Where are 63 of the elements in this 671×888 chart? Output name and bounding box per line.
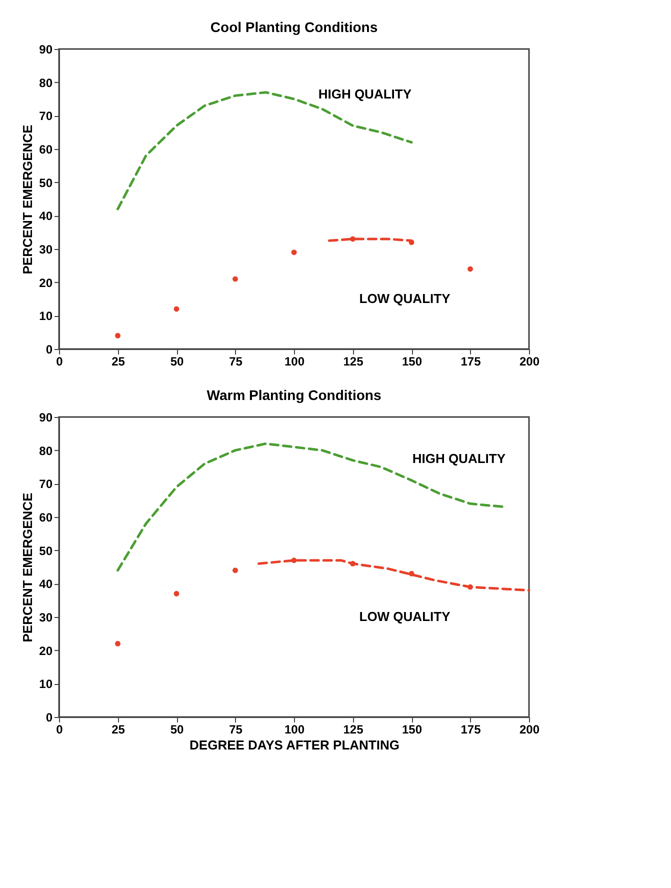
y-tick-label: 60	[39, 142, 53, 156]
y-tick-label: 90	[39, 410, 53, 424]
y-tick-label: 10	[39, 677, 53, 692]
point	[174, 306, 180, 312]
x-tick-label: 150	[402, 354, 422, 368]
x-tick-label: 175	[460, 354, 482, 368]
y-tick-label: 80	[39, 76, 53, 90]
point	[468, 266, 473, 272]
x-tick-label: 100	[284, 722, 305, 736]
y-tick-label: 30	[39, 610, 53, 624]
point	[291, 250, 297, 256]
point	[232, 276, 238, 282]
y-axis-title: PERCENT EMERGENCE	[20, 492, 36, 642]
point	[291, 558, 297, 564]
y-axis-title: PERCENT EMERGENCE	[20, 124, 36, 274]
x-tick-label: 0	[56, 354, 64, 368]
y-tick-label: 60	[39, 510, 53, 524]
y-tick-label: 90	[39, 42, 53, 56]
text: LOW QUALITY	[359, 609, 451, 624]
x-axis-title: DEGREE DAYS AFTER PLANTING	[190, 738, 400, 752]
y-tick-label: 70	[39, 109, 53, 124]
x-tick-label: 100	[284, 354, 305, 368]
x-tick-label: 150	[402, 722, 422, 736]
x-tick-label: 75	[229, 354, 243, 368]
point	[174, 590, 180, 596]
y-tick-label: 40	[39, 577, 53, 592]
y-tick-label: 80	[39, 444, 53, 458]
point	[350, 560, 356, 566]
series-label: HIGH QUALITY	[318, 86, 412, 102]
x-tick-label: 25	[112, 722, 126, 736]
y-tick-label: 40	[39, 209, 53, 224]
x-tick-label: 75	[229, 722, 243, 736]
text: LOW QUALITY	[359, 291, 451, 306]
y-tick-label: 20	[39, 276, 53, 290]
x-tick-label: 25	[112, 354, 126, 368]
x-tick-label: 125	[343, 354, 364, 368]
y-tick-label: 0	[46, 710, 53, 724]
point	[350, 236, 356, 242]
point	[115, 332, 120, 338]
point	[232, 568, 238, 574]
point	[408, 240, 414, 246]
y-tick-label: 30	[39, 242, 53, 256]
x-tick-label: 125	[343, 722, 364, 736]
series-label: HIGH QUALITY	[412, 451, 506, 466]
line-series	[116, 91, 413, 210]
x-tick-label: 50	[170, 722, 184, 736]
x-tick-label: 0	[56, 722, 64, 736]
y-tick-label: 0	[46, 342, 53, 356]
y-tick-label: 10	[39, 309, 53, 324]
point	[408, 570, 414, 576]
x-tick-label: 200	[519, 354, 540, 368]
y-tick-label: 70	[39, 477, 53, 492]
x-tick-label: 50	[170, 354, 184, 368]
y-tick-label: 20	[39, 644, 53, 658]
chart-title: Cool Planting Conditions	[210, 19, 378, 35]
x-tick-label: 175	[460, 722, 482, 736]
y-tick-label: 50	[39, 176, 53, 190]
chart-title: Warm Planting Conditions	[206, 387, 382, 403]
y-tick-label: 50	[39, 544, 53, 558]
x-tick-label: 200	[519, 722, 540, 736]
point	[468, 584, 473, 590]
line-series	[258, 559, 530, 592]
point	[115, 640, 120, 646]
